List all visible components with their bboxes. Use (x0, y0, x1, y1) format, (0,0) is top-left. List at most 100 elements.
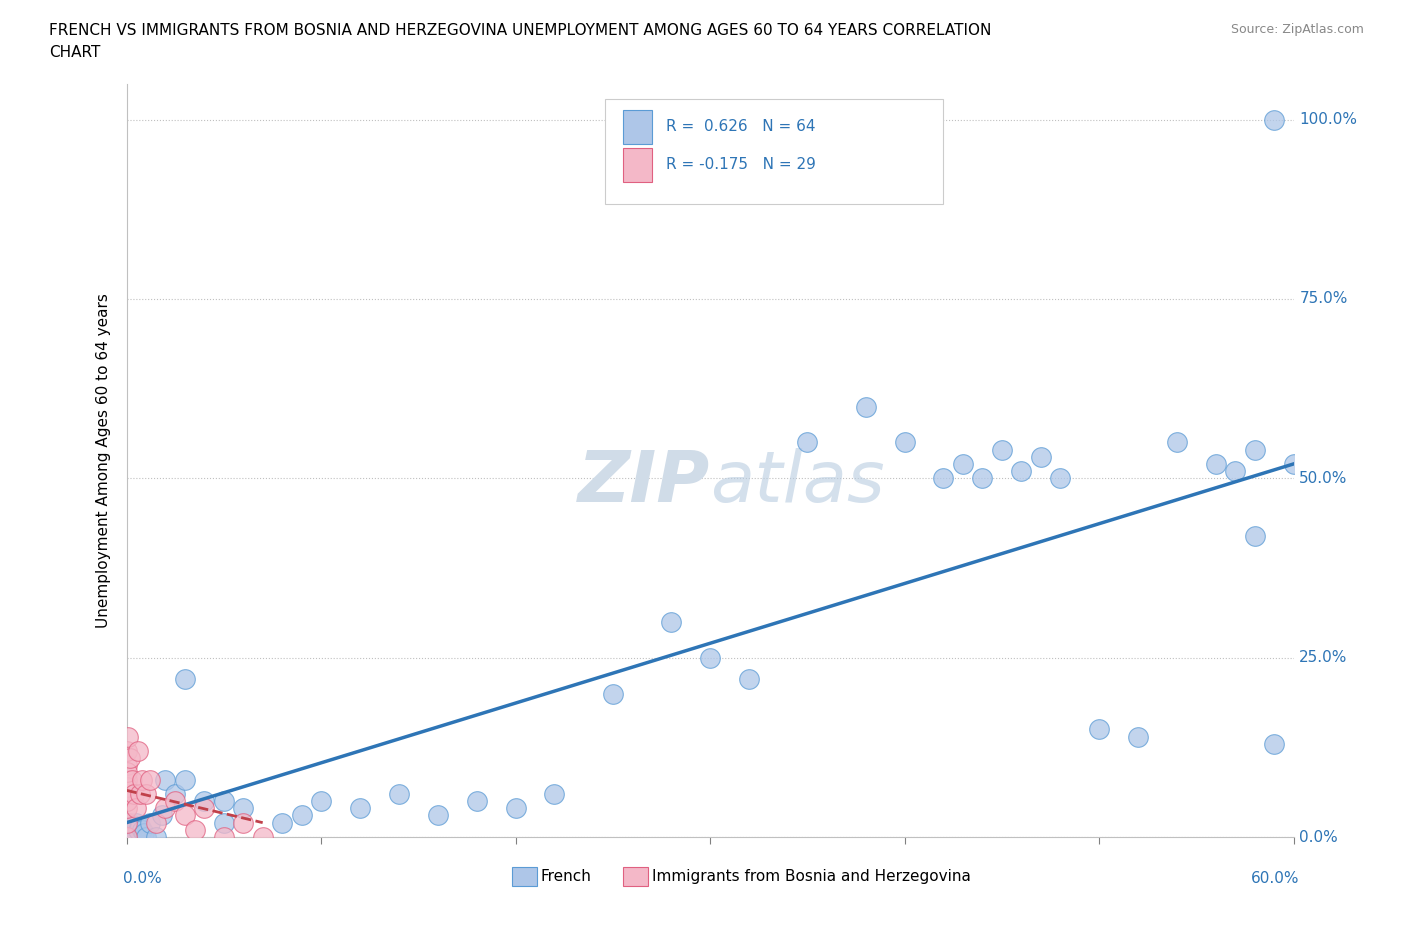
Point (124, 826, 146, 841)
Bar (623, 867, 648, 886)
Point (252, 830, 274, 844)
Point (155, 772, 177, 787)
Point (155, 801, 177, 816)
Text: atlas: atlas (710, 448, 884, 517)
Point (1243, 442, 1265, 457)
Bar (512, 867, 537, 886)
FancyBboxPatch shape (605, 99, 943, 205)
Point (115, 822, 138, 837)
Text: 100.0%: 100.0% (1299, 113, 1357, 127)
Text: R =  0.626   N = 64: R = 0.626 N = 64 (665, 119, 815, 134)
Point (699, 650, 721, 665)
Point (212, 793, 235, 808)
Point (115, 816, 138, 830)
Point (129, 818, 152, 833)
Point (602, 686, 624, 701)
Point (174, 808, 197, 823)
Point (132, 826, 155, 841)
Point (125, 816, 148, 830)
Point (117, 816, 139, 830)
Point (309, 793, 332, 808)
Point (139, 816, 162, 830)
Point (174, 671, 197, 686)
Point (131, 772, 153, 787)
Point (135, 830, 157, 844)
Point (1049, 471, 1071, 485)
Point (121, 822, 143, 837)
Point (145, 816, 167, 830)
Point (1263, 113, 1285, 127)
Point (165, 787, 187, 802)
Point (659, 615, 682, 630)
Text: French: French (541, 869, 592, 883)
Point (193, 793, 215, 808)
Text: 50.0%: 50.0% (1299, 471, 1348, 485)
Point (290, 808, 312, 823)
Point (120, 830, 142, 844)
Point (796, 435, 818, 450)
Point (1282, 457, 1305, 472)
Point (1088, 722, 1111, 737)
Point (738, 671, 761, 686)
Point (1010, 464, 1032, 479)
Point (505, 801, 527, 816)
Point (115, 743, 138, 758)
Point (1166, 435, 1188, 450)
Point (115, 772, 138, 787)
Point (972, 471, 994, 485)
Point (125, 830, 148, 844)
Point (165, 793, 187, 808)
Point (232, 816, 254, 830)
Point (150, 808, 173, 823)
Point (232, 801, 254, 816)
Text: 0.0%: 0.0% (1299, 830, 1339, 844)
Text: Immigrants from Bosnia and Herzegovina: Immigrants from Bosnia and Herzegovina (652, 869, 970, 883)
Point (115, 801, 138, 816)
Point (121, 830, 143, 844)
Point (115, 793, 138, 808)
Text: ZIP: ZIP (578, 448, 710, 517)
Bar (623, 110, 652, 144)
Point (131, 822, 153, 837)
Point (271, 816, 294, 830)
Point (120, 816, 142, 830)
Point (115, 779, 138, 794)
Point (120, 751, 142, 765)
Point (117, 729, 139, 744)
Point (115, 758, 138, 773)
Point (125, 801, 148, 816)
Text: 0.0%: 0.0% (124, 870, 162, 886)
Point (349, 801, 371, 816)
Point (121, 772, 143, 787)
Point (193, 801, 215, 816)
Point (212, 816, 235, 830)
Point (1029, 449, 1052, 464)
Point (127, 822, 149, 837)
Text: 60.0%: 60.0% (1251, 870, 1299, 886)
Point (120, 822, 142, 837)
Point (117, 826, 139, 841)
Point (115, 826, 138, 841)
Text: Source: ZipAtlas.com: Source: ZipAtlas.com (1230, 23, 1364, 36)
Point (145, 830, 167, 844)
Point (1205, 457, 1227, 472)
Point (115, 830, 138, 844)
Point (388, 787, 411, 802)
Point (932, 471, 955, 485)
Y-axis label: Unemployment Among Ages 60 to 64 years: Unemployment Among Ages 60 to 64 years (96, 293, 111, 628)
Point (1223, 464, 1246, 479)
Point (952, 457, 974, 472)
Point (1126, 729, 1149, 744)
Point (1243, 528, 1265, 543)
Point (129, 787, 152, 802)
Point (212, 830, 235, 844)
Point (115, 830, 138, 844)
Point (115, 787, 138, 802)
Point (124, 818, 146, 833)
Point (124, 787, 146, 802)
Point (115, 765, 138, 780)
Point (135, 787, 157, 802)
Point (855, 399, 877, 414)
Point (1263, 737, 1285, 751)
Point (183, 822, 205, 837)
